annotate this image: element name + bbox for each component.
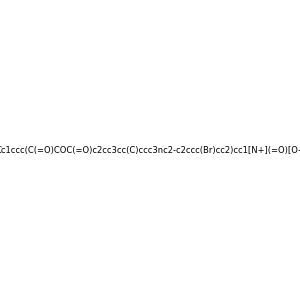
Text: Cc1ccc(C(=O)COC(=O)c2cc3cc(C)ccc3nc2-c2ccc(Br)cc2)cc1[N+](=O)[O-]: Cc1ccc(C(=O)COC(=O)c2cc3cc(C)ccc3nc2-c2c… <box>0 146 300 154</box>
